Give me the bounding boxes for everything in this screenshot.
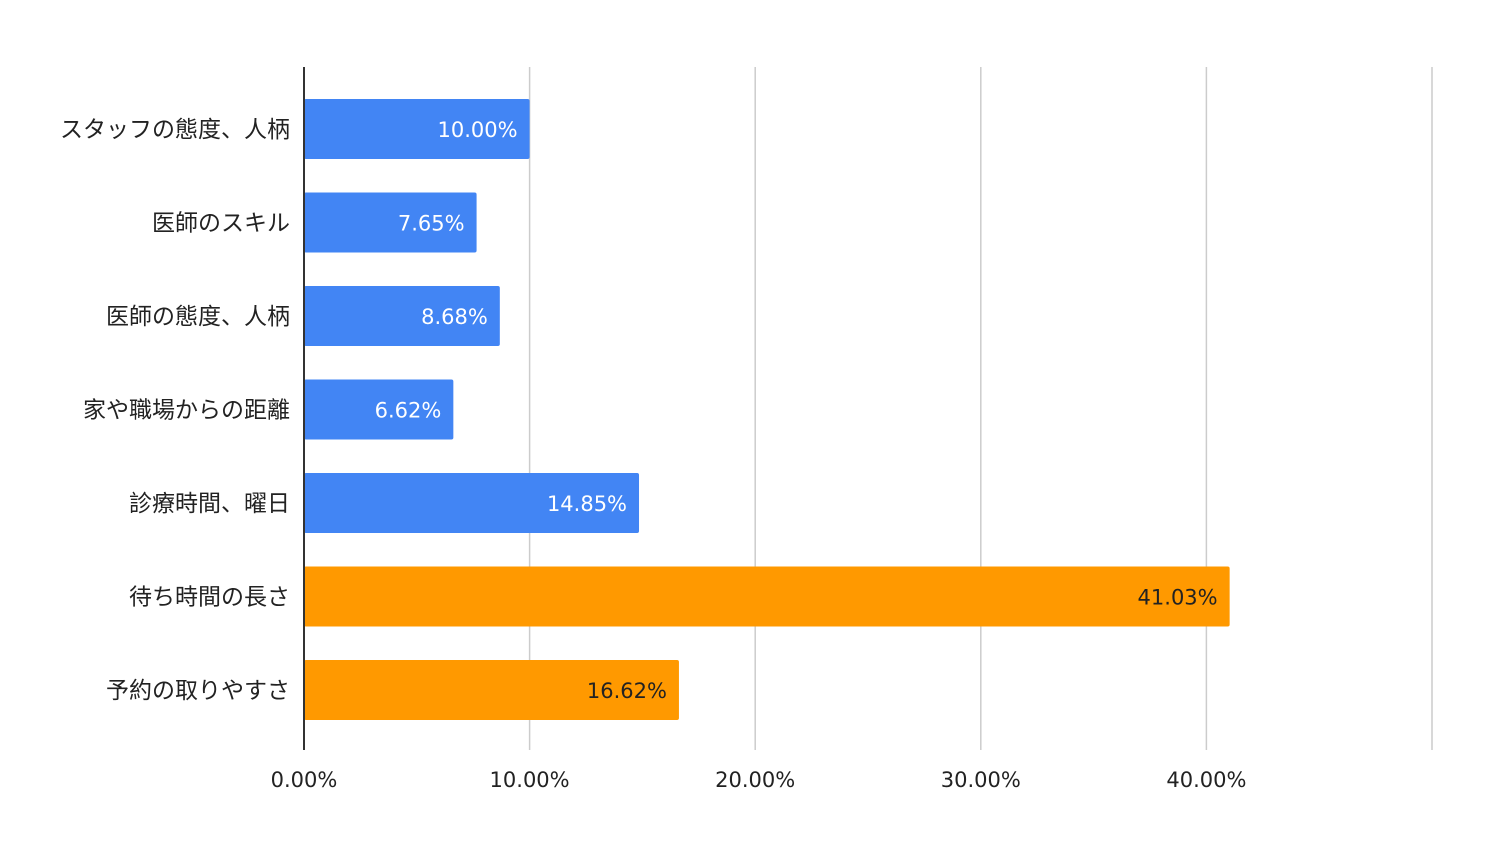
- category-label: 家や職場からの距離: [83, 398, 290, 424]
- data-label: 16.62%: [587, 679, 667, 703]
- x-tick-label: 0.00%: [271, 768, 338, 792]
- category-label: 予約の取りやすさ: [106, 678, 290, 704]
- bar: [304, 566, 1230, 627]
- bar: [304, 192, 477, 253]
- x-tick-label: 30.00%: [941, 768, 1021, 792]
- data-label: 7.65%: [398, 212, 465, 236]
- category-label: 診療時間、曜日: [129, 491, 290, 517]
- data-label: 10.00%: [438, 118, 518, 142]
- labels: 10.00% スタッフの態度、人柄 7.65% 医師のスキル 8.68% 医師の態度、人柄…: [60, 117, 1218, 704]
- x-tick-label: 20.00%: [715, 768, 795, 792]
- bar: [304, 473, 640, 533]
- gridlines: [528, 67, 1433, 750]
- category-label: 医師の態度、人柄: [106, 304, 290, 330]
- axes: 0.00% 10.00% 20.00% 30.00% 40.00%: [271, 67, 1246, 792]
- data-label: 41.03%: [1138, 586, 1218, 610]
- category-label: 医師のスキル: [152, 211, 290, 237]
- x-tick-label: 40.00%: [1166, 768, 1246, 792]
- category-label: 待ち時間の長さ: [129, 585, 290, 611]
- bar: [304, 379, 454, 440]
- data-label: 14.85%: [547, 492, 627, 516]
- bar: [304, 286, 500, 346]
- bar: [304, 99, 530, 159]
- bar: [304, 660, 679, 720]
- bars: [304, 99, 1230, 720]
- category-label: スタッフの態度、人柄: [60, 117, 290, 143]
- data-label: 8.68%: [421, 305, 488, 329]
- data-label: 6.62%: [375, 399, 442, 423]
- x-tick-label: 10.00%: [490, 768, 570, 792]
